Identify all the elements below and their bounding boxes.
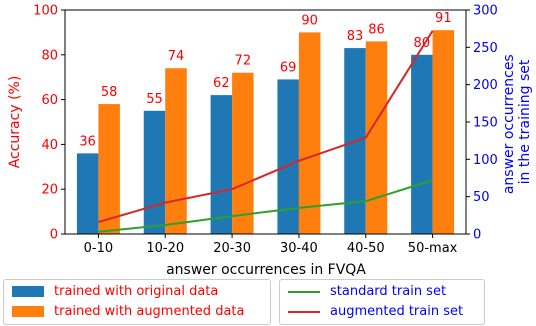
legend-line-standard [288,290,320,293]
y2-tick-label-100: 100 [473,153,498,168]
y2-tick-label-50: 50 [473,190,490,205]
bar-value-label-0-5: 80 [414,36,431,51]
legend-swatch-augmented [12,306,44,317]
chart: 36 55 62 69 83 80 58 74 72 90 86 91 0 20 40 60 80 100 0 50 1… [7,4,533,279]
bar-1-5 [432,30,455,234]
x-tick-label-3: 30-40 [280,241,318,256]
x-tick-label-4: 40-50 [347,241,385,256]
y2-tick-label-0: 0 [473,228,481,243]
legend-item-augmented-set: augmented train set [288,304,463,319]
x-tick-label-2: 20-30 [213,241,251,256]
y-axis-label: Accuracy (%) [7,76,23,169]
bar-1-4 [365,41,388,234]
legend-item-standard: standard train set [288,284,446,299]
line-series-1 [98,30,434,224]
bar-value-label-1-2: 72 [235,54,252,69]
bar-value-label-0-0: 36 [79,134,96,149]
bar-0-1 [143,110,166,234]
y-tick-label-100: 100 [33,4,58,19]
legend-label-original: trained with original data [54,284,219,299]
bar-1-0 [98,104,120,234]
bar-1-3 [298,32,321,235]
y2-tick-label-150: 150 [473,116,498,131]
bar-value-label-0-3: 69 [280,60,297,75]
legend-item-augmented: trained with augmented data [12,304,244,319]
plot-frame [64,9,467,235]
y2-axis-label: answer occurrences in the training set [501,50,533,194]
bar-1-1 [165,68,187,235]
bar-0-5 [411,54,433,234]
y-tick-label-0: 0 [50,228,58,243]
legend-bars: trained with original data trained with … [3,279,271,325]
bar-value-label-1-0: 58 [101,85,118,100]
bar-0-3 [277,79,299,234]
y2-axis-label-line1: answer occurrences [501,54,517,194]
legend-line-augmented-set [288,310,320,313]
bar-value-label-1-1: 74 [168,49,185,64]
legend-label-augmented: trained with augmented data [54,304,245,319]
legend-lines: standard train set augmented train set [279,279,485,325]
legend-swatch-original [12,286,44,297]
x-tick-label-5: 50-max [408,241,458,256]
bar-value-label-1-4: 86 [368,22,385,37]
x-axis-label: answer occurrences in FVQA [166,262,366,278]
legend-label-standard: standard train set [330,284,447,299]
y-tick-label-40: 40 [41,138,58,153]
bar-0-2 [210,95,233,235]
legend-label-augmented-set: augmented train set [330,304,464,319]
bar-0-0 [76,153,99,234]
bar-value-label-0-4: 83 [347,29,364,44]
x-tick-label-0: 0-10 [84,241,114,256]
y-tick-label-60: 60 [41,93,58,108]
bar-value-label-0-1: 55 [146,92,163,107]
bar-value-label-1-5: 91 [435,11,452,26]
bar-value-label-0-2: 62 [213,76,230,91]
y2-tick-label-250: 250 [473,41,498,56]
x-tick-label-1: 10-20 [146,241,184,256]
y2-tick-label-300: 300 [473,4,498,19]
legend-item-original: trained with original data [12,284,218,299]
y-tick-label-20: 20 [41,183,58,198]
y-tick-label-80: 80 [41,48,58,63]
bar-value-label-1-3: 90 [301,13,318,28]
y2-tick-label-200: 200 [473,78,498,93]
line-series-0 [98,179,433,233]
bar-1-2 [232,72,254,234]
y2-axis-label-line2: in the training set [517,59,533,184]
